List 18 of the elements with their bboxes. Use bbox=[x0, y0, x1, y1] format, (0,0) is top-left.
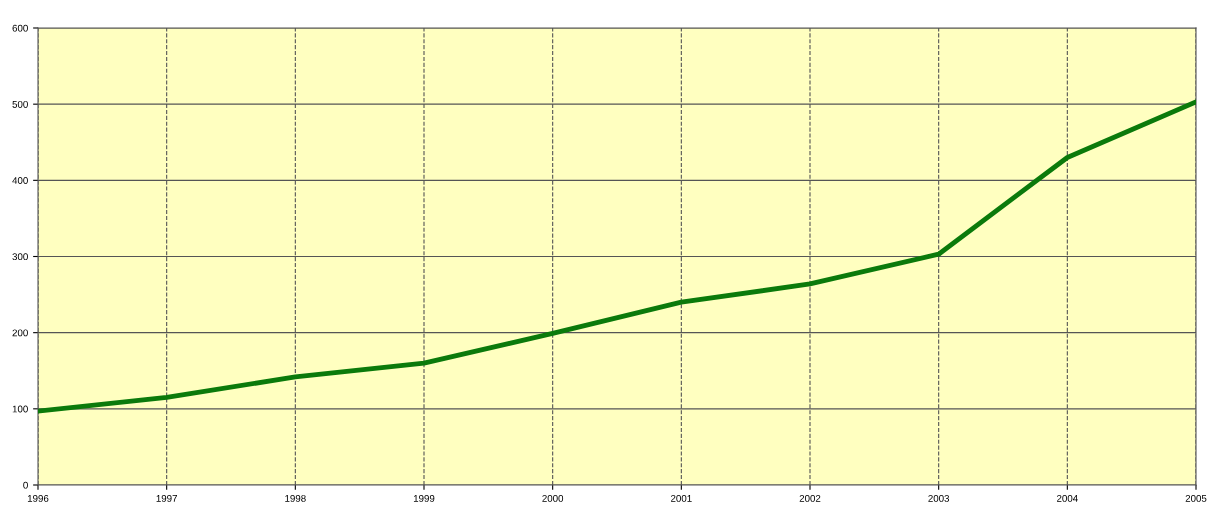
y-tick-label: 600 bbox=[12, 24, 28, 32]
x-tick-label: 1998 bbox=[285, 494, 306, 502]
y-tick-label: 200 bbox=[12, 329, 28, 337]
y-tick-label: 100 bbox=[12, 405, 28, 413]
y-tick-label: 300 bbox=[12, 253, 28, 261]
x-tick-label: 1999 bbox=[413, 494, 435, 502]
x-tick-label: 2000 bbox=[542, 494, 564, 502]
y-tick-label: 0 bbox=[23, 481, 28, 489]
y-tick-label: 400 bbox=[12, 177, 28, 184]
x-tick-label: 2005 bbox=[1185, 494, 1207, 502]
x-tick-label: 2003 bbox=[928, 494, 950, 502]
x-tick-label: 2001 bbox=[671, 494, 692, 502]
x-tick-label: 1997 bbox=[156, 494, 177, 502]
x-tick-label: 1996 bbox=[27, 494, 49, 502]
line-series bbox=[38, 99, 1196, 414]
x-tick-label: 2004 bbox=[1057, 494, 1078, 502]
y-tick-label: 500 bbox=[12, 100, 28, 108]
x-tick-label: 2002 bbox=[799, 494, 821, 502]
